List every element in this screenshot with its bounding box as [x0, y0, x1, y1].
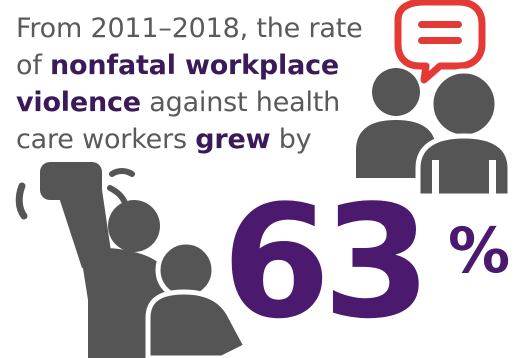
headline-line-3: violence against health	[16, 84, 356, 121]
headline-line-4: care workers grew by	[16, 121, 356, 158]
headline-emphasis-violence: violence	[16, 87, 141, 118]
headline-line-4-suffix: by	[270, 124, 312, 155]
headline-line-1: From 2011–2018, the rate	[16, 13, 363, 44]
headline-line-3-suffix: against health	[140, 87, 341, 118]
headline: From 2011–2018, the rate of nonfatal wor…	[16, 10, 363, 158]
headline-line-4-prefix: care workers	[16, 124, 196, 155]
two-people-icon	[356, 68, 513, 199]
chat-alert-icon	[394, 0, 486, 84]
headline-line-2-prefix: of	[16, 50, 51, 81]
stat-value: 63	[222, 171, 431, 353]
cowering-person-icon	[145, 239, 250, 358]
headline-line-2: of nonfatal workplace	[16, 47, 356, 84]
stat-unit: %	[448, 214, 511, 287]
headline-emphasis-nonfatal: nonfatal workplace	[50, 50, 340, 81]
headline-emphasis-grew: grew	[195, 124, 271, 155]
